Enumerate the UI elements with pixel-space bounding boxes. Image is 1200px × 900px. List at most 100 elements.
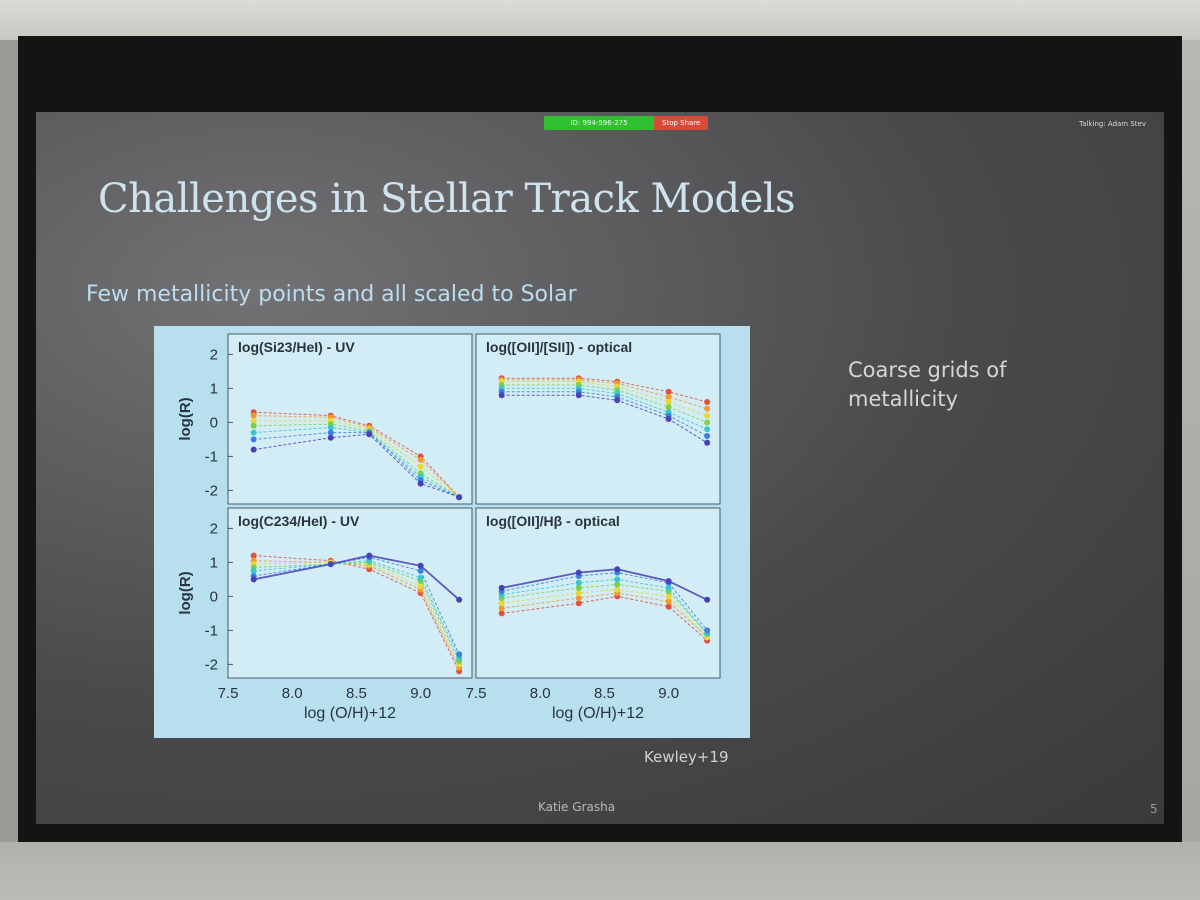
data-point: [665, 388, 672, 395]
y-tick-label: 1: [210, 380, 218, 397]
data-point: [665, 393, 672, 400]
x-tick-label: 9.0: [658, 685, 679, 702]
plot-area: [475, 333, 721, 505]
citation: Kewley+19: [644, 748, 729, 766]
y-tick-label: -1: [205, 622, 218, 639]
data-point: [575, 579, 582, 586]
data-point: [575, 595, 582, 602]
data-point: [250, 567, 257, 574]
x-axis-label: log (O/H)+12: [552, 705, 644, 722]
x-tick-label: 9.0: [410, 685, 431, 702]
data-point: [417, 574, 424, 581]
y-axis-label: log(R): [177, 397, 194, 440]
data-point: [704, 399, 711, 405]
x-tick-label: 7.5: [218, 685, 239, 702]
data-point: [417, 562, 424, 569]
data-point: [250, 436, 257, 443]
figure-svg: log(Si23/HeI) - UV -2 -1 0 1 2 log(R) log([OII]…: [154, 326, 750, 738]
data-point: [614, 566, 621, 573]
data-point: [575, 590, 582, 596]
data-point: [250, 446, 257, 453]
data-point: [614, 397, 621, 404]
side-note: Coarse grids of metallicity: [848, 358, 1007, 411]
data-point: [665, 593, 672, 600]
y-axis-label: log(R): [177, 571, 194, 614]
y-tick-label: 2: [210, 346, 218, 363]
data-point: [417, 463, 424, 470]
data-point: [704, 439, 711, 446]
x-tick-label: 8.5: [346, 685, 367, 702]
data-point: [456, 494, 463, 501]
stop-share-button[interactable]: Stop Share: [654, 116, 709, 130]
data-point: [704, 412, 711, 419]
plot-area: [227, 333, 473, 505]
x-tick-label: 8.5: [594, 685, 615, 702]
figure-panel-grid: log(Si23/HeI) - UV -2 -1 0 1 2 log(R) log([OII]…: [154, 326, 750, 742]
data-point: [614, 581, 621, 588]
footer-author: Katie Grasha: [538, 800, 616, 814]
x-tick-label: 7.5: [466, 685, 487, 702]
panel-title: log([OII]/[SII]) - optical: [486, 339, 632, 355]
data-point: [704, 433, 711, 439]
plot-area: [227, 507, 473, 679]
meeting-id-badge[interactable]: ID: 994-596-275: [544, 116, 654, 130]
y-tick-label: 2: [210, 520, 218, 537]
data-point: [704, 426, 711, 433]
data-point: [327, 434, 334, 441]
data-point: [366, 431, 373, 438]
page-number: 5: [1150, 802, 1158, 816]
data-point: [704, 405, 711, 412]
data-point: [250, 417, 257, 424]
data-point: [456, 651, 463, 658]
data-point: [704, 627, 711, 634]
plot-area: [475, 507, 721, 679]
wall-below-screen: [0, 842, 1200, 900]
y-tick-label: 1: [210, 554, 218, 571]
slide-subtitle: Few metallicity points and all scaled to…: [86, 282, 577, 307]
data-point: [417, 456, 424, 463]
y-tick-label: 0: [210, 414, 218, 431]
x-tick-label: 8.0: [282, 685, 303, 702]
slide-title: Challenges in Stellar Track Models: [98, 176, 796, 222]
x-axis-label: log (O/H)+12: [304, 705, 396, 722]
data-point: [456, 596, 463, 603]
x-tick-label: 8.0: [530, 685, 551, 702]
data-point: [704, 596, 711, 603]
data-point: [327, 424, 334, 431]
zoom-share-toolbar: ID: 994-596-275 Stop Share: [544, 116, 709, 130]
ceiling: [0, 0, 1200, 40]
data-point: [614, 586, 621, 593]
data-point: [665, 399, 672, 405]
wall: [0, 40, 20, 900]
panel-title: log(C234/HeI) - UV: [238, 513, 360, 529]
data-point: [665, 584, 672, 591]
data-point: [665, 416, 672, 422]
data-point: [614, 576, 621, 583]
panel-title: log([OII]/Hβ - optical: [486, 513, 620, 529]
data-point: [327, 429, 334, 436]
data-point: [250, 552, 257, 559]
data-point: [498, 392, 505, 399]
presentation-slide: ID: 994-596-275 Stop Share Talking: Adam…: [36, 112, 1164, 824]
data-point: [250, 412, 257, 419]
y-tick-label: 0: [210, 588, 218, 605]
data-point: [498, 600, 505, 607]
data-point: [665, 578, 672, 585]
data-point: [498, 584, 505, 591]
data-point: [575, 392, 582, 399]
data-point: [704, 419, 711, 426]
data-point: [417, 583, 424, 590]
data-point: [665, 404, 672, 411]
data-point: [575, 569, 582, 576]
data-point: [327, 561, 334, 568]
y-tick-label: -2: [205, 656, 218, 673]
data-point: [250, 429, 257, 436]
data-point: [417, 567, 424, 574]
y-tick-label: -1: [205, 448, 218, 465]
data-point: [665, 598, 672, 605]
data-point: [250, 422, 257, 429]
data-point: [250, 576, 257, 583]
data-point: [575, 584, 582, 591]
data-point: [575, 600, 582, 607]
data-point: [366, 552, 373, 559]
